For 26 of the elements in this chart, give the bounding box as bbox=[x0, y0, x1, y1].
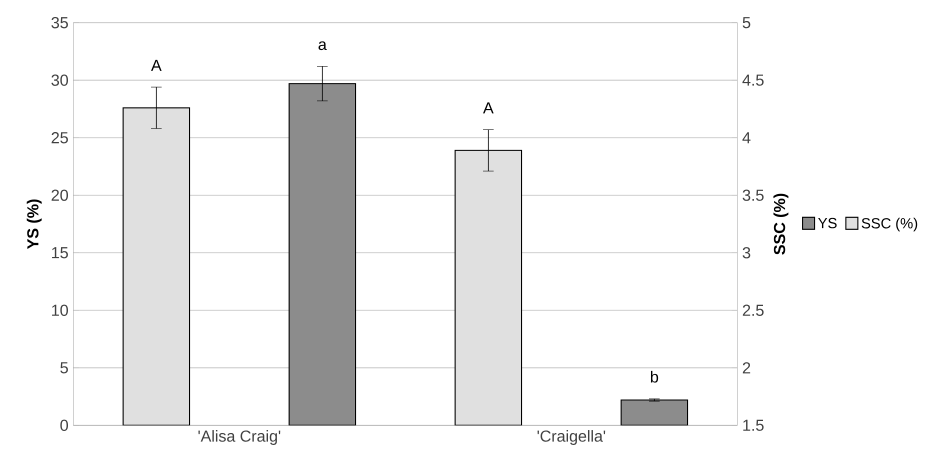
y-tick-label: 25 bbox=[52, 132, 68, 144]
annotation: A bbox=[483, 102, 494, 114]
y2-tick-label: 4 bbox=[742, 132, 750, 144]
y-tick-label: 5 bbox=[60, 362, 68, 374]
y-tick-label: 20 bbox=[52, 190, 68, 201]
y-tick-label: 10 bbox=[52, 304, 68, 316]
y2-tick-label: 3.5 bbox=[742, 190, 764, 201]
annotation: b bbox=[650, 370, 658, 383]
x-tick-label: 'Alisa Craig' bbox=[198, 430, 280, 445]
y2-tick-label: 2.5 bbox=[742, 304, 764, 316]
annotation: A bbox=[151, 60, 162, 71]
y-tick-label: 30 bbox=[51, 74, 68, 86]
y2-tick-label: 1.5 bbox=[743, 420, 764, 431]
x-tick-label: 'Craigella' bbox=[538, 430, 606, 445]
y2-tick-label: 5 bbox=[742, 17, 750, 28]
y2-tick-label: 3 bbox=[742, 247, 750, 258]
y-tick-label: 35 bbox=[51, 17, 68, 28]
y2-axis-title: SSC (%) bbox=[773, 194, 788, 255]
legend-label: SSC (%) bbox=[862, 218, 918, 232]
y-tick-label: 15 bbox=[52, 247, 68, 258]
annotation: a bbox=[318, 41, 327, 50]
y2-tick-label: 2 bbox=[742, 362, 750, 374]
legend-label: YS bbox=[818, 218, 837, 228]
y-tick-label: 0 bbox=[60, 420, 68, 431]
y2-tick-label: 4.5 bbox=[742, 74, 764, 86]
y-axis-title: YS (%) bbox=[26, 199, 42, 250]
